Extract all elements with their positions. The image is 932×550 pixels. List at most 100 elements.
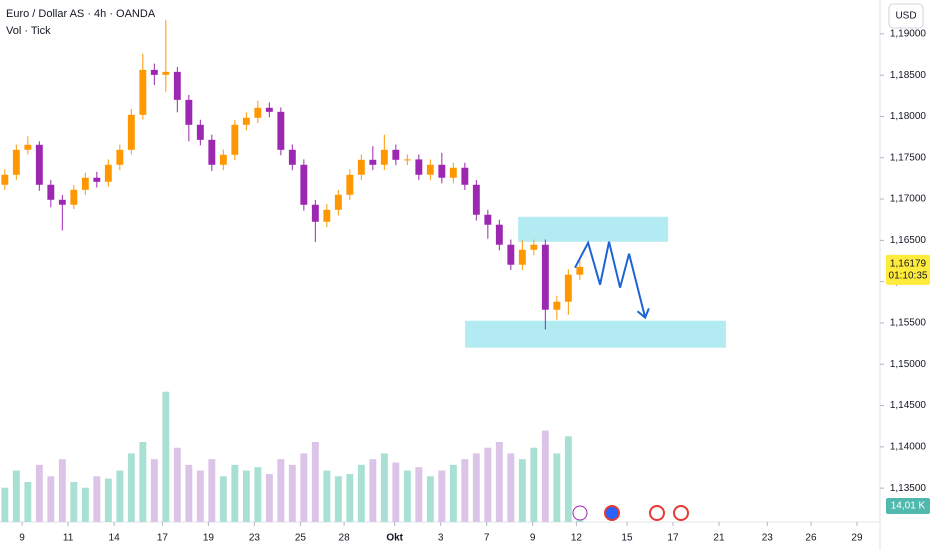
- x-tick-label: 9: [19, 533, 25, 544]
- x-tick-label: 12: [571, 533, 583, 544]
- candle-body: [173, 71, 181, 100]
- volume-bar: [311, 442, 319, 522]
- x-tick-label: Okt: [386, 533, 403, 544]
- x-tick-label: 21: [713, 533, 725, 544]
- candle-body: [185, 99, 193, 125]
- y-tick-label: 1,18000: [890, 111, 927, 122]
- currency-label: USD: [895, 11, 916, 22]
- candle-body: [70, 189, 78, 205]
- zone: [465, 320, 726, 348]
- event-icon[interactable]: [604, 505, 620, 521]
- volume-label-box: [886, 497, 930, 514]
- candle-body: [438, 164, 446, 178]
- candle-body: [323, 209, 331, 222]
- x-tick-label: 7: [484, 533, 490, 544]
- y-tick-label: 1,18500: [890, 70, 927, 81]
- x-tick-label: 14: [109, 533, 121, 544]
- volume-bar: [518, 459, 526, 522]
- candle-body: [392, 149, 400, 160]
- candle-body: [93, 177, 101, 182]
- volume-bar: [185, 464, 193, 522]
- y-tick-label: 1,13500: [890, 483, 927, 494]
- x-tick-label: 26: [805, 533, 817, 544]
- candle-body: [116, 149, 124, 165]
- volume-bar: [449, 464, 457, 522]
- volume-bar: [415, 467, 423, 522]
- volume-bar: [277, 459, 285, 522]
- x-tick-label: 29: [851, 533, 863, 544]
- event-icon[interactable]: [649, 505, 665, 521]
- price-label: 1,16179: [890, 259, 927, 270]
- y-tick-label: 1,14000: [890, 441, 927, 452]
- volume-bar: [334, 476, 342, 522]
- candle-body: [530, 244, 538, 250]
- candle-body: [58, 199, 66, 205]
- x-tick-label: 19: [203, 533, 215, 544]
- volume-bar: [196, 470, 204, 522]
- volume-bar: [139, 442, 147, 522]
- volume-bar: [380, 453, 388, 522]
- candle-body: [576, 266, 584, 275]
- candle-body: [518, 249, 526, 265]
- projection-arrowhead: [636, 308, 650, 320]
- volume-bar: [369, 459, 377, 522]
- volume-bar: [472, 453, 480, 522]
- candle-body: [426, 164, 434, 175]
- candle-body: [150, 69, 158, 75]
- volume-bar: [35, 464, 43, 522]
- volume-bar: [507, 453, 515, 522]
- candle-body: [47, 184, 55, 200]
- candle-body: [139, 69, 147, 115]
- volume-bar: [231, 464, 239, 522]
- currency-button[interactable]: [888, 3, 924, 29]
- x-tick-label: 28: [339, 533, 351, 544]
- volume-bar: [564, 436, 572, 522]
- projection-path: [574, 240, 647, 318]
- candle-body: [415, 159, 423, 175]
- candle-body: [231, 124, 239, 155]
- candle-body: [357, 159, 365, 175]
- volume-bar: [541, 430, 549, 522]
- volume-bar: [495, 442, 503, 522]
- event-icon[interactable]: [572, 505, 588, 521]
- y-tick-label: 1,17500: [890, 152, 927, 163]
- price-label-box: [886, 254, 930, 285]
- volume-bar: [70, 482, 78, 522]
- volume-bar: [104, 478, 112, 522]
- y-tick-label: 1,15000: [890, 359, 927, 370]
- volume-bar: [461, 459, 469, 522]
- candle-body: [35, 144, 43, 185]
- y-tick-label: 1,14500: [890, 400, 927, 411]
- countdown-label: 01:10:35: [889, 271, 928, 282]
- candle-body: [403, 159, 411, 161]
- volume-bar: [242, 470, 250, 522]
- candle-body: [162, 71, 170, 75]
- volume-bar: [173, 447, 181, 522]
- candle-body: [242, 117, 250, 125]
- event-icons: [572, 505, 689, 521]
- candle-body: [564, 274, 572, 302]
- y-tick-label: 1,19000: [890, 29, 927, 40]
- candle-body: [81, 177, 89, 190]
- volume-bar: [357, 464, 365, 522]
- x-tick-label: 3: [438, 533, 444, 544]
- volume-bar: [254, 467, 262, 522]
- x-tick-label: 11: [63, 533, 74, 544]
- volume-bar: [81, 487, 89, 522]
- candle-body: [484, 214, 492, 225]
- candle-body: [449, 167, 457, 178]
- volume-bar: [438, 470, 446, 522]
- volume-label: 14,01 K: [891, 501, 926, 512]
- event-icon[interactable]: [673, 505, 689, 521]
- candle-body: [104, 164, 112, 182]
- volume-bar: [208, 459, 216, 522]
- candle-body: [311, 204, 319, 222]
- volume-bar: [162, 391, 170, 522]
- volume-bar: [346, 474, 354, 522]
- candle-body: [495, 224, 503, 245]
- volume-bar: [24, 482, 32, 522]
- volume-bar: [219, 476, 227, 522]
- volume-bar: [58, 459, 66, 522]
- x-tick-label: 23: [249, 533, 261, 544]
